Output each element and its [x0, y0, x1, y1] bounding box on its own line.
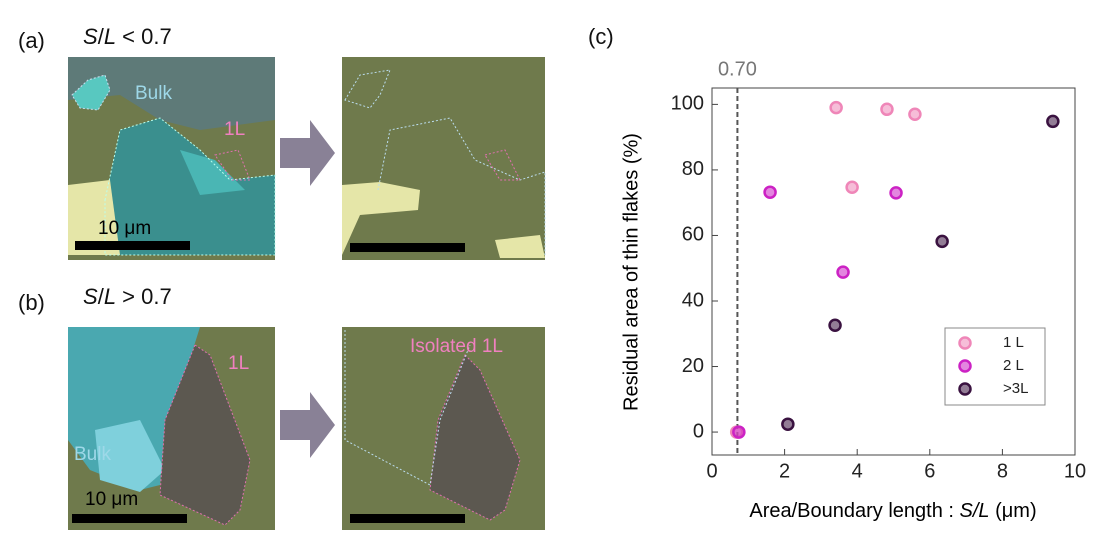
legend-marker	[960, 338, 971, 349]
image-label: Bulk	[74, 444, 111, 465]
legend-label: 2 L	[1003, 357, 1024, 374]
point	[909, 109, 920, 120]
title-rest: < 0.7	[116, 24, 172, 49]
point	[847, 182, 858, 193]
x-label-text: Area/Boundary length :	[749, 500, 959, 522]
y-tick-label: 0	[693, 420, 704, 442]
micrograph	[342, 327, 545, 530]
arrow	[280, 120, 335, 186]
point	[782, 419, 793, 430]
x-tick-label: 4	[852, 460, 863, 482]
panel-title: S/L < 0.7	[83, 24, 172, 49]
x-label-unit: (μm)	[990, 500, 1037, 522]
threshold-label: 0.70	[718, 58, 757, 80]
point	[830, 320, 841, 331]
x-axis-label: Area/Boundary length : S/L (μm)	[749, 500, 1036, 522]
point	[881, 104, 892, 115]
point	[765, 187, 776, 198]
y-tick-label: 100	[671, 93, 704, 115]
panel-label: (b)	[18, 290, 45, 315]
scale-label: 10 μm	[98, 218, 151, 239]
image-label: Bulk	[135, 83, 172, 104]
title-var: S	[83, 24, 98, 49]
x-tick-label: 10	[1064, 460, 1086, 482]
x-tick-label: 8	[997, 460, 1008, 482]
x-label-var: S/L	[960, 500, 990, 522]
y-tick-label: 60	[682, 224, 704, 246]
title-var: S	[83, 284, 98, 309]
panel-label: (a)	[18, 28, 45, 53]
panel-title: S/L > 0.7	[83, 284, 172, 309]
title-var: L	[104, 284, 116, 309]
y-tick-label: 40	[682, 289, 704, 311]
point	[838, 267, 849, 278]
title-rest: > 0.7	[116, 284, 172, 309]
x-tick-label: 0	[706, 460, 717, 482]
image-label: Isolated 1L	[410, 336, 503, 357]
arrow	[280, 392, 335, 458]
y-axis-label: Residual area of thin flakes (%)	[620, 133, 642, 411]
legend-label: 1 L	[1003, 334, 1024, 351]
legend-label: >3L	[1003, 380, 1028, 397]
legend-marker	[960, 361, 971, 372]
point	[1047, 116, 1058, 127]
point	[937, 236, 948, 247]
x-tick-label: 6	[924, 460, 935, 482]
y-tick-label: 80	[682, 158, 704, 180]
point	[733, 427, 744, 438]
scale-label: 10 μm	[85, 489, 138, 510]
x-tick-label: 2	[779, 460, 790, 482]
title-var: L	[104, 24, 116, 49]
image-label: 1L	[224, 119, 245, 140]
figure: (a) S/L < 0.7 Bulk 1L 10 μm (b) S/L > 0.…	[0, 0, 1097, 540]
micrograph	[342, 57, 545, 260]
panel-label: (c)	[588, 24, 614, 49]
point	[891, 187, 902, 198]
point	[831, 102, 842, 113]
chart: (c) Residual area of thin flakes (%) Are…	[588, 24, 1075, 522]
image-label: 1L	[228, 353, 249, 374]
legend-marker	[960, 384, 971, 395]
y-tick-label: 20	[682, 355, 704, 377]
